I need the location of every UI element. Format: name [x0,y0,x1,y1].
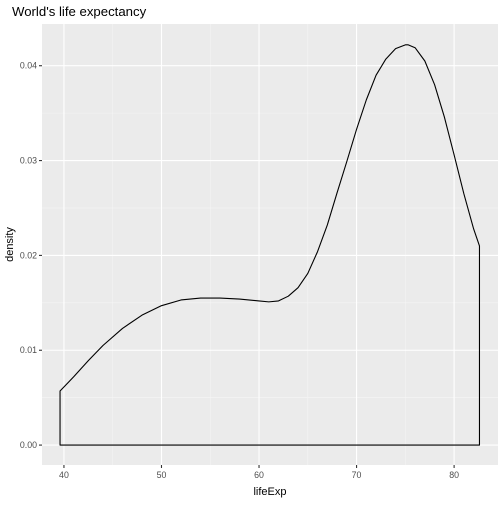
x-tick-label: 80 [449,470,459,480]
x-axis-title: lifeExp [253,486,286,498]
y-tick-label: 0.01 [20,345,37,355]
x-tick-label: 60 [254,470,264,480]
y-tick-label: 0.00 [20,440,37,450]
x-tick-label: 70 [352,470,362,480]
y-tick-label: 0.02 [20,250,37,260]
y-tick-label: 0.03 [20,156,37,166]
y-tick-label: 0.04 [20,61,37,71]
x-tick-label: 40 [59,470,69,480]
plot-panel [42,24,498,465]
y-axis-title: density [4,227,16,262]
x-tick-label: 50 [157,470,167,480]
chart-title: World's life expectancy [12,4,147,19]
